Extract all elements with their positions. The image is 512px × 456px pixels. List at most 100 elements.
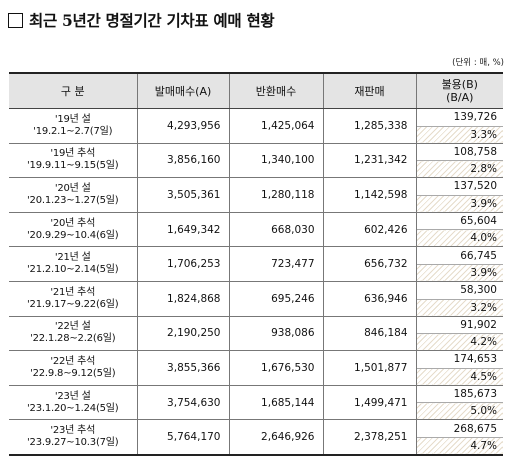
period-name: '21년 설	[54, 252, 91, 264]
ticket-reservation-table: 구 분 발매매수(A) 반환매수 재판매 불용(B) (B/A) '19년 설 '…	[9, 72, 503, 456]
row-label: '20년 추석 '20.9.29~10.4(6일)	[9, 212, 138, 247]
ratio-cell: 4.2%	[416, 333, 503, 351]
period-dates: '19.9.11~9.15(5일)	[26, 160, 119, 172]
unused-cell: 268,675	[415, 419, 503, 438]
period-name: '21년 추석	[50, 286, 96, 298]
row-label: '20년 설 '20.1.23~1.27(5일)	[9, 177, 138, 213]
period-dates: '20.9.29~10.4(6일)	[26, 229, 119, 241]
ratio-cell: 3.2%	[416, 299, 503, 317]
returned-cell: 1,425,064	[228, 108, 324, 144]
row-label: '22년 추석 '22.9.8~9.12(5일)	[9, 350, 138, 386]
resold-cell: 636,946	[322, 281, 417, 317]
row-label: '22년 설 '22.1.28~2.2(6일)	[9, 316, 138, 351]
resold-cell: 846,184	[322, 316, 417, 351]
table-row: '19년 추석 '19.9.11~9.15(5일) 3,856,160 1,340,1…	[9, 143, 503, 178]
period-name: '20년 설	[54, 182, 91, 194]
header-ratio-label: (B/A)	[446, 91, 474, 104]
period-name: '22년 설	[54, 321, 91, 333]
table-row: '22년 설 '22.1.28~2.2(6일) 2,190,250 938,086 84…	[9, 316, 503, 351]
header-issued: 발매매수(A)	[136, 72, 230, 109]
period-dates: '21.2.10~2.14(5일)	[26, 264, 119, 276]
resold-cell: 1,285,338	[322, 108, 417, 144]
header-returned: 반환매수	[228, 72, 324, 109]
ratio-cell: 4.5%	[416, 368, 503, 386]
unused-cell: 139,726	[415, 108, 503, 127]
period-name: '19년 추석	[50, 148, 96, 160]
ratio-cell: 5.0%	[416, 402, 503, 420]
returned-cell: 1,340,100	[228, 143, 324, 178]
table-row: '21년 추석 '21.9.17~9.22(6일) 1,824,868 695,246…	[9, 281, 503, 317]
returned-cell: 1,280,118	[228, 177, 324, 213]
returned-cell: 938,086	[228, 316, 324, 351]
resold-cell: 602,426	[322, 212, 417, 247]
header-unused: 불용(B) (B/A)	[415, 72, 503, 109]
issued-cell: 1,706,253	[136, 246, 230, 282]
unused-cell: 58,300	[415, 281, 503, 300]
issued-cell: 4,293,956	[136, 108, 230, 144]
resold-cell: 1,501,877	[322, 350, 417, 386]
ratio-cell: 3.9%	[416, 195, 503, 213]
period-name: '23년 추석	[50, 425, 96, 437]
row-label: '21년 추석 '21.9.17~9.22(6일)	[9, 281, 138, 317]
header-category: 구 분	[9, 72, 138, 109]
ratio-cell: 4.7%	[416, 437, 503, 455]
period-name: '19년 설	[54, 113, 91, 125]
ratio-cell: 3.9%	[416, 264, 503, 282]
period-dates: '20.1.23~1.27(5일)	[26, 194, 119, 206]
period-dates: '23.9.27~10.3(7일)	[26, 437, 119, 449]
returned-cell: 1,676,530	[228, 350, 324, 386]
table-row: '23년 추석 '23.9.27~10.3(7일) 5,764,170 2,646,9…	[9, 419, 503, 455]
issued-cell: 2,190,250	[136, 316, 230, 351]
document-title: 최근 5년간 명절기간 기차표 예매 현황	[6, 6, 275, 34]
issued-cell: 3,505,361	[136, 177, 230, 213]
unit-note: (단위 : 매, %)	[452, 58, 504, 68]
returned-cell: 723,477	[228, 246, 324, 282]
unused-cell: 185,673	[415, 385, 503, 404]
table-row: '22년 추석 '22.9.8~9.12(5일) 3,855,366 1,676,53…	[9, 350, 503, 386]
table-body: '19년 설 '19.2.1~2.7(7일) 4,293,956 1,425,064 1…	[9, 108, 503, 455]
returned-cell: 2,646,926	[228, 419, 324, 455]
table-row: '20년 추석 '20.9.29~10.4(6일) 1,649,342 668,030…	[9, 212, 503, 247]
resold-cell: 1,142,598	[322, 177, 417, 213]
table-row: '21년 설 '21.2.10~2.14(5일) 1,706,253 723,477 6…	[9, 246, 503, 282]
table-header-row: 구 분 발매매수(A) 반환매수 재판매 불용(B) (B/A)	[9, 72, 503, 109]
period-dates: '22.9.8~9.12(5일)	[30, 367, 116, 379]
resold-cell: 656,732	[322, 246, 417, 282]
issued-cell: 3,856,160	[136, 143, 230, 178]
issued-cell: 1,824,868	[136, 281, 230, 317]
period-dates: '23.1.20~1.24(5일)	[26, 402, 119, 414]
unused-cell: 174,653	[415, 350, 503, 369]
issued-cell: 3,855,366	[136, 350, 230, 386]
issued-cell: 3,754,630	[136, 385, 230, 420]
period-name: '20년 추석	[50, 217, 96, 229]
unused-cell: 137,520	[415, 177, 503, 196]
period-dates: '22.1.28~2.2(6일)	[30, 333, 116, 345]
returned-cell: 695,246	[228, 281, 324, 317]
unused-cell: 65,604	[415, 212, 503, 231]
row-label: '23년 설 '23.1.20~1.24(5일)	[9, 385, 138, 420]
unused-cell: 108,758	[415, 143, 503, 162]
period-name: '22년 추석	[50, 355, 96, 367]
row-label: '19년 추석 '19.9.11~9.15(5일)	[9, 143, 138, 178]
period-dates: '21.9.17~9.22(6일)	[26, 298, 119, 310]
resold-cell: 1,231,342	[322, 143, 417, 178]
header-resold: 재판매	[322, 72, 417, 109]
table-row: '23년 설 '23.1.20~1.24(5일) 3,754,630 1,685,14…	[9, 385, 503, 420]
table-row: '19년 설 '19.2.1~2.7(7일) 4,293,956 1,425,064 1…	[9, 108, 503, 144]
row-label: '23년 추석 '23.9.27~10.3(7일)	[9, 419, 138, 455]
unused-cell: 91,902	[415, 316, 503, 335]
issued-cell: 5,764,170	[136, 419, 230, 455]
resold-cell: 2,378,251	[322, 419, 417, 455]
ratio-cell: 2.8%	[416, 160, 503, 178]
returned-cell: 1,685,144	[228, 385, 324, 420]
table-row: '20년 설 '20.1.23~1.27(5일) 3,505,361 1,280,11…	[9, 177, 503, 213]
row-label: '19년 설 '19.2.1~2.7(7일)	[9, 108, 138, 144]
issued-cell: 1,649,342	[136, 212, 230, 247]
ratio-cell: 3.3%	[416, 126, 503, 144]
square-bullet-icon	[8, 12, 23, 28]
title-text: 최근 5년간 명절기간 기차표 예매 현황	[29, 11, 275, 30]
ratio-cell: 4.0%	[416, 229, 503, 247]
header-unused-label: 불용(B)	[441, 78, 478, 91]
returned-cell: 668,030	[228, 212, 324, 247]
period-name: '23년 설	[54, 390, 91, 402]
